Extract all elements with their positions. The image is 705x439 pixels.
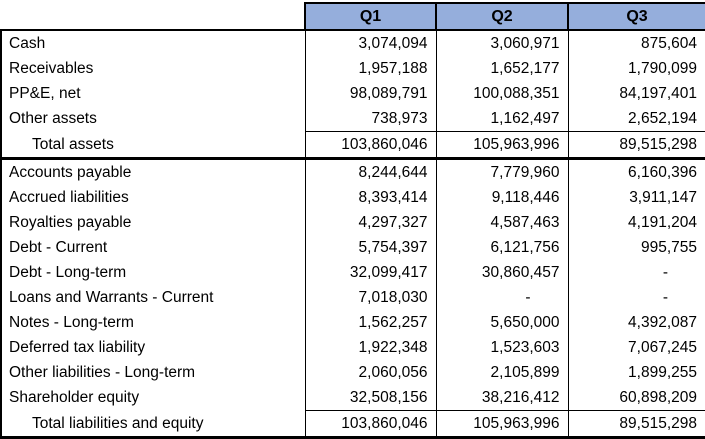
cell-q3: 89,515,298 xyxy=(567,410,705,439)
cell-q1: 8,393,414 xyxy=(304,185,437,210)
row-label: Other liabilities - Long-term xyxy=(0,360,306,385)
cell-q1: 32,099,417 xyxy=(304,260,437,285)
row-label: Receivables xyxy=(0,56,306,81)
cell-q3: 4,191,204 xyxy=(567,210,705,235)
cell-q3: 4,392,087 xyxy=(567,310,705,335)
table-row-notes-long-term: Notes - Long-term 1,562,257 5,650,000 4,… xyxy=(0,310,705,335)
cell-q3: 89,515,298 xyxy=(567,131,705,160)
table-row-ppe-net: PP&E, net 98,089,791 100,088,351 84,197,… xyxy=(0,81,705,106)
cell-q3: 60,898,209 xyxy=(567,385,705,411)
cell-q3: 84,197,401 xyxy=(567,81,705,106)
cell-q1: 103,860,046 xyxy=(304,410,437,439)
row-label: Deferred tax liability xyxy=(0,335,306,360)
cell-q1: 4,297,327 xyxy=(304,210,437,235)
cell-q2: 100,088,351 xyxy=(435,81,569,106)
row-label: Total assets xyxy=(0,131,306,160)
cell-q3: 6,160,396 xyxy=(567,158,705,185)
row-label: Total liabilities and equity xyxy=(0,410,306,439)
cell-q2: 38,216,412 xyxy=(435,385,569,411)
cell-q1: 5,754,397 xyxy=(304,235,437,260)
row-label: Shareholder equity xyxy=(0,385,306,411)
cell-q3: 2,652,194 xyxy=(567,106,705,132)
table-row-total-assets: Total assets 103,860,046 105,963,996 89,… xyxy=(0,131,705,160)
cell-q2: 9,118,446 xyxy=(435,185,569,210)
row-label: Accounts payable xyxy=(0,158,306,185)
table-row-receivables: Receivables 1,957,188 1,652,177 1,790,09… xyxy=(0,56,705,81)
cell-q3: 1,899,255 xyxy=(567,360,705,385)
cell-q3: 995,755 xyxy=(567,235,705,260)
cell-q3: 875,604 xyxy=(567,29,705,56)
cell-q1: 98,089,791 xyxy=(304,81,437,106)
cell-q2: 1,162,497 xyxy=(435,106,569,132)
row-label: Royalties payable xyxy=(0,210,306,235)
row-label: Accrued liabilities xyxy=(0,185,306,210)
cell-q2: 3,060,971 xyxy=(435,29,569,56)
table-row-debt-current: Debt - Current 5,754,397 6,121,756 995,7… xyxy=(0,235,705,260)
cell-q1: 1,957,188 xyxy=(304,56,437,81)
cell-q2: 6,121,756 xyxy=(435,235,569,260)
table-row-loans-warrants-current: Loans and Warrants - Current 7,018,030 -… xyxy=(0,285,705,310)
cell-q2: 7,779,960 xyxy=(435,158,569,185)
header-row: Q1 Q2 Q3 xyxy=(1,2,705,31)
cell-q1: 738,973 xyxy=(304,106,437,132)
table-row-total-liabilities-equity: Total liabilities and equity 103,860,046… xyxy=(0,410,705,439)
corner-cell xyxy=(1,3,305,30)
row-label: Other assets xyxy=(0,106,306,132)
cell-q2: 30,860,457 xyxy=(435,260,569,285)
table-row-debt-long-term: Debt - Long-term 32,099,417 30,860,457 - xyxy=(0,260,705,285)
row-label: Loans and Warrants - Current xyxy=(0,285,306,310)
column-header-q3: Q3 xyxy=(567,2,705,31)
cell-q2: 5,650,000 xyxy=(435,310,569,335)
cell-q3: 3,911,147 xyxy=(567,185,705,210)
cell-q1: 1,922,348 xyxy=(304,335,437,360)
cell-q2: 1,523,603 xyxy=(435,335,569,360)
row-label: PP&E, net xyxy=(0,81,306,106)
table-row-royalties-payable: Royalties payable 4,297,327 4,587,463 4,… xyxy=(0,210,705,235)
table-row-deferred-tax-liability: Deferred tax liability 1,922,348 1,523,6… xyxy=(0,335,705,360)
cell-q3: 1,790,099 xyxy=(567,56,705,81)
table-row-accounts-payable: Accounts payable 8,244,644 7,779,960 6,1… xyxy=(0,158,705,185)
cell-q1: 7,018,030 xyxy=(304,285,437,310)
cell-q2: 4,587,463 xyxy=(435,210,569,235)
cell-q2: - xyxy=(435,285,569,310)
table-row-other-liabilities-long-term: Other liabilities - Long-term 2,060,056 … xyxy=(0,360,705,385)
cell-q1: 8,244,644 xyxy=(304,158,437,185)
cell-q3: 7,067,245 xyxy=(567,335,705,360)
cell-q2: 2,105,899 xyxy=(435,360,569,385)
cell-q1: 32,508,156 xyxy=(304,385,437,411)
row-label: Debt - Current xyxy=(0,235,306,260)
table-row-shareholder-equity: Shareholder equity 32,508,156 38,216,412… xyxy=(0,385,705,411)
table-row-cash: Cash 3,074,094 3,060,971 875,604 xyxy=(0,29,705,56)
cell-q2: 105,963,996 xyxy=(435,410,569,439)
column-header-q2: Q2 xyxy=(435,2,569,31)
row-label: Debt - Long-term xyxy=(0,260,306,285)
cell-q3: - xyxy=(567,285,705,310)
cell-q2: 105,963,996 xyxy=(435,131,569,160)
cell-q2: 1,652,177 xyxy=(435,56,569,81)
cell-q1: 103,860,046 xyxy=(304,131,437,160)
table-row-other-assets: Other assets 738,973 1,162,497 2,652,194 xyxy=(0,106,705,132)
row-label: Notes - Long-term xyxy=(0,310,306,335)
row-label: Cash xyxy=(0,29,306,56)
table-row-accrued-liabilities: Accrued liabilities 8,393,414 9,118,446 … xyxy=(0,185,705,210)
cell-q3: - xyxy=(567,260,705,285)
column-header-q1: Q1 xyxy=(304,2,437,31)
cell-q1: 2,060,056 xyxy=(304,360,437,385)
cell-q1: 1,562,257 xyxy=(304,310,437,335)
cell-q1: 3,074,094 xyxy=(304,29,437,56)
